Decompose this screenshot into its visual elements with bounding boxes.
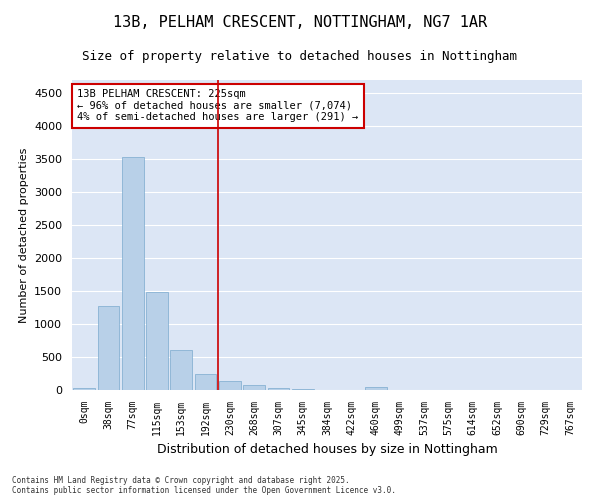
Bar	[73, 388, 95, 390]
Text: 13B, PELHAM CRESCENT, NOTTINGHAM, NG7 1AR: 13B, PELHAM CRESCENT, NOTTINGHAM, NG7 1A…	[113, 15, 487, 30]
Y-axis label: Number of detached properties: Number of detached properties	[19, 148, 29, 322]
X-axis label: Distribution of detached houses by size in Nottingham: Distribution of detached houses by size …	[157, 444, 497, 456]
Text: Size of property relative to detached houses in Nottingham: Size of property relative to detached ho…	[83, 50, 517, 63]
Bar	[122, 157, 143, 390]
Text: Contains HM Land Registry data © Crown copyright and database right 2025.
Contai: Contains HM Land Registry data © Crown c…	[12, 476, 396, 495]
Bar	[243, 384, 265, 390]
Bar	[365, 386, 386, 390]
Bar	[170, 350, 192, 390]
Bar	[268, 388, 289, 390]
Text: 13B PELHAM CRESCENT: 225sqm
← 96% of detached houses are smaller (7,074)
4% of s: 13B PELHAM CRESCENT: 225sqm ← 96% of det…	[77, 90, 358, 122]
Bar	[219, 381, 241, 390]
Bar	[97, 306, 119, 390]
Bar	[146, 292, 168, 390]
Bar	[194, 374, 217, 390]
